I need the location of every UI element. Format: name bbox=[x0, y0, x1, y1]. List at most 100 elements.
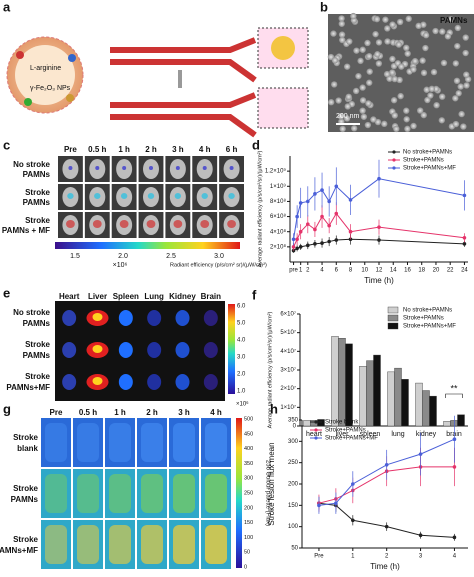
column-label: 2 h bbox=[145, 145, 157, 154]
legend-label: No stroke+PAMNs bbox=[403, 308, 452, 314]
flux-region bbox=[109, 525, 131, 564]
organ bbox=[203, 374, 218, 390]
colorbar-tick: 0 bbox=[244, 564, 247, 570]
panel-label: b bbox=[320, 0, 328, 14]
particle bbox=[350, 125, 358, 132]
column-label: 0.5 h bbox=[79, 408, 97, 417]
x-tick-label: brain bbox=[446, 431, 462, 438]
column-label: 4 h bbox=[210, 408, 222, 417]
data-point bbox=[377, 238, 381, 242]
particle bbox=[419, 57, 426, 64]
y-tick-label: 4×10⁸ bbox=[270, 228, 287, 235]
flux-region bbox=[173, 474, 195, 513]
particle bbox=[366, 79, 373, 86]
colorbar-tick: 450 bbox=[244, 431, 253, 437]
particle bbox=[433, 101, 440, 109]
panel-label: f bbox=[252, 287, 257, 302]
legend-label: Stroke+PAMNs+MF bbox=[403, 324, 456, 330]
bar bbox=[401, 379, 409, 427]
particle bbox=[444, 33, 452, 40]
column-label: Heart bbox=[59, 292, 80, 301]
particle bbox=[373, 15, 381, 23]
scale-label: 200 nm bbox=[336, 113, 360, 120]
column-label: 4 h bbox=[199, 145, 211, 154]
row-label: blank bbox=[17, 444, 38, 453]
y-tick-label: 300 bbox=[288, 439, 299, 445]
particle bbox=[389, 21, 396, 28]
y-tick-label: 1.2×10⁹ bbox=[265, 168, 287, 175]
row-label: PAMNs+MF bbox=[6, 383, 50, 392]
signal bbox=[67, 193, 74, 199]
colorbar-tick: 400 bbox=[244, 446, 253, 452]
particle bbox=[359, 46, 366, 53]
colorbar-multiplier: ×10⁶ bbox=[236, 401, 249, 408]
data-point bbox=[295, 214, 299, 219]
data-point bbox=[452, 437, 457, 442]
column-label: Liver bbox=[88, 292, 107, 301]
y-tick-label: 3×10⁷ bbox=[280, 367, 296, 374]
flux-region bbox=[141, 474, 163, 513]
particle bbox=[411, 57, 419, 65]
x-tick-label: 10 bbox=[361, 268, 368, 274]
particle bbox=[423, 86, 430, 93]
x-tick-label: 24 bbox=[461, 268, 468, 274]
column-label: 1 h bbox=[114, 408, 126, 417]
data-point bbox=[377, 176, 381, 181]
annotation: γ-Fe₂O₃ NPs bbox=[30, 85, 71, 92]
particle bbox=[331, 57, 339, 64]
particle bbox=[430, 68, 438, 76]
colorbar-tick: 350 bbox=[244, 461, 253, 467]
particle bbox=[410, 122, 417, 130]
x-tick-label: 4 bbox=[453, 554, 457, 560]
bar bbox=[415, 382, 423, 427]
colorbar-tick: 100 bbox=[244, 535, 253, 541]
row-label: PAMNs bbox=[11, 495, 39, 504]
flux-region bbox=[173, 423, 195, 462]
legend-label: No stroke+PAMNs bbox=[403, 150, 452, 156]
image-tag: PAMNs bbox=[440, 16, 468, 25]
organ bbox=[147, 374, 162, 390]
y-tick-label: 150 bbox=[288, 503, 299, 509]
column-label: Pre bbox=[50, 408, 63, 417]
flux-region bbox=[45, 474, 67, 513]
x-tick-label: 12 bbox=[376, 268, 383, 274]
particle bbox=[364, 121, 372, 129]
data-point bbox=[351, 482, 355, 486]
y-tick-label: 100 bbox=[288, 524, 299, 530]
particle bbox=[424, 96, 431, 104]
column-label: Brain bbox=[201, 292, 222, 301]
row-label: Stroke bbox=[13, 484, 38, 493]
flux-region bbox=[45, 423, 67, 462]
particle bbox=[390, 97, 398, 104]
flux-region bbox=[109, 423, 131, 462]
x-tick-label: 20 bbox=[433, 268, 440, 274]
colorbar-tick: 150 bbox=[244, 520, 253, 526]
bar bbox=[457, 414, 465, 427]
data-point bbox=[306, 243, 310, 248]
signal bbox=[95, 166, 100, 170]
organ-hotspot bbox=[92, 377, 103, 385]
particle bbox=[375, 39, 383, 46]
particle bbox=[346, 38, 353, 45]
particle bbox=[389, 55, 396, 63]
x-tick-label: Pre bbox=[314, 554, 324, 560]
particle bbox=[410, 66, 417, 73]
column-label: 2 h bbox=[146, 408, 158, 417]
y-tick-label: 6×10⁸ bbox=[270, 213, 287, 220]
signal bbox=[92, 220, 102, 228]
bar bbox=[331, 336, 339, 427]
colorbar-tick: 250 bbox=[244, 490, 253, 496]
particle bbox=[420, 69, 428, 77]
colorbar-tick: 3.0 bbox=[237, 355, 246, 361]
row-label: PAMNs bbox=[23, 351, 51, 360]
y-axis-label: Stroke lesion flux mean bbox=[267, 442, 276, 525]
annotation: ** bbox=[450, 383, 458, 393]
particle bbox=[440, 59, 448, 67]
row-label: Stroke bbox=[13, 535, 38, 544]
particle bbox=[359, 84, 366, 91]
data-point bbox=[462, 242, 467, 246]
particle bbox=[393, 125, 400, 133]
data-point bbox=[452, 535, 457, 540]
colorbar-tick: 2.5 bbox=[166, 253, 176, 260]
particle bbox=[432, 27, 439, 35]
